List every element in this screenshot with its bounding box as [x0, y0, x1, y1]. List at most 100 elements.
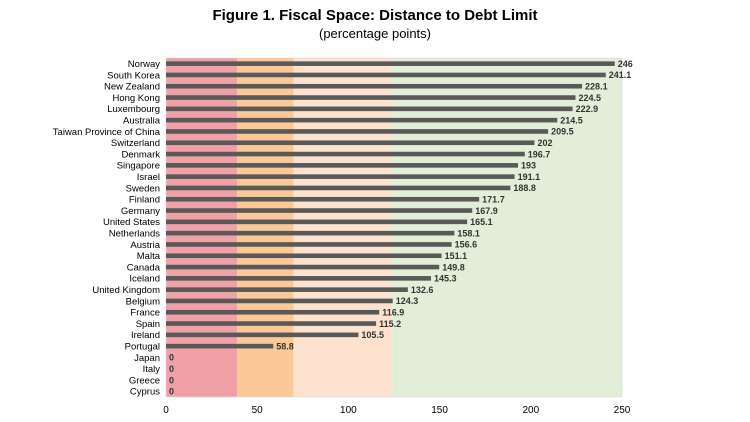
bar: [166, 129, 549, 134]
category-label: Belgium: [126, 296, 160, 307]
category-label: Luxembourg: [107, 104, 160, 115]
value-label: 151.1: [445, 251, 468, 261]
bar: [166, 151, 525, 157]
value-label: 191.1: [518, 172, 541, 182]
bar: [166, 72, 606, 78]
x-tick-label: 250: [614, 405, 631, 416]
value-label: 0: [169, 387, 174, 397]
plot-border: [165, 57, 623, 398]
background-band-1: [166, 58, 238, 397]
value-label: 58.8: [276, 341, 294, 351]
value-label: 0: [169, 353, 174, 363]
bar: [166, 242, 452, 247]
x-tick-label: 150: [431, 405, 448, 416]
value-label: 214.5: [560, 115, 583, 125]
bar: [166, 83, 583, 89]
category-label: Portugal: [125, 341, 160, 352]
value-label: 105.5: [361, 330, 384, 340]
background-band-3: [293, 58, 393, 397]
category-label: Italy: [143, 364, 161, 375]
category-label: Spain: [136, 319, 160, 330]
value-label: 193: [521, 161, 536, 171]
plot-frame: [165, 57, 623, 398]
value-label: 209.5: [551, 127, 574, 137]
bar: [166, 309, 380, 315]
category-label: France: [130, 308, 160, 319]
bar: [166, 321, 377, 326]
bar: [166, 343, 274, 349]
category-label: Cyprus: [130, 387, 160, 398]
bar: [166, 287, 408, 292]
category-label: New Zealand: [104, 82, 160, 93]
value-label: 158.1: [457, 228, 480, 238]
x-tick-label: 0: [163, 405, 169, 416]
category-label: Malta: [137, 251, 161, 262]
value-label: 145.3: [434, 274, 457, 284]
value-label: 224.5: [578, 93, 601, 103]
value-label: 196.7: [528, 149, 551, 159]
bar: [166, 332, 359, 338]
bar: [166, 106, 573, 112]
category-label: Iceland: [129, 274, 160, 285]
bar: [166, 196, 480, 202]
category-label: Denmark: [121, 149, 160, 160]
bar: [166, 117, 558, 123]
value-label: 241.1: [609, 70, 632, 80]
background-bands: [166, 58, 622, 397]
x-tick-label: 200: [522, 405, 539, 416]
category-label: United Kingdom: [92, 285, 160, 296]
value-label: 0: [169, 364, 174, 374]
value-label: 167.9: [475, 206, 498, 216]
category-label: Taiwan Province of China: [53, 127, 161, 138]
category-label: Netherlands: [109, 228, 160, 239]
bar: [166, 253, 442, 259]
category-label: Hong Kong: [112, 93, 160, 104]
x-tick-label: 100: [340, 405, 357, 416]
x-axis-ticks: 0 50 100 150 200 250: [163, 405, 631, 416]
value-label: 132.6: [411, 285, 434, 295]
value-label: 149.8: [442, 262, 465, 272]
value-label: 165.1: [470, 217, 493, 227]
chart-title: Figure 1. Fiscal Space: Distance to Debt…: [212, 7, 538, 24]
value-label: 246: [618, 59, 633, 69]
bar: [166, 219, 468, 225]
category-label: Australia: [123, 115, 161, 126]
bar: [166, 163, 519, 168]
value-label: 202: [537, 138, 552, 148]
category-label: Singapore: [117, 161, 160, 172]
category-label: Germany: [121, 206, 160, 217]
value-label: 115.2: [379, 319, 401, 329]
value-label: 171.7: [482, 194, 505, 204]
category-label: Finland: [129, 195, 160, 206]
category-label: Ireland: [131, 330, 160, 341]
category-label: United States: [103, 217, 160, 228]
category-label: Switzerland: [111, 138, 160, 149]
bar: [166, 185, 511, 191]
background-band-2: [237, 58, 294, 397]
category-label: Sweden: [126, 183, 160, 194]
bar: [166, 298, 393, 304]
bar: [166, 276, 432, 281]
value-label: 0: [169, 375, 174, 385]
value-label: 156.6: [455, 240, 478, 250]
category-label: Canada: [127, 262, 161, 273]
value-label: 124.3: [396, 296, 419, 306]
value-label: 116.9: [382, 307, 404, 317]
value-label: 188.8: [513, 183, 536, 193]
bar: [166, 208, 473, 213]
bar: [166, 95, 576, 100]
chart-subtitle: (percentage points): [318, 26, 431, 41]
x-tick-label: 50: [252, 405, 264, 416]
category-label: Israel: [137, 172, 160, 183]
value-label: 222.9: [576, 104, 599, 114]
bar: [166, 264, 440, 270]
bar: [166, 174, 515, 179]
category-label: Austria: [130, 240, 160, 251]
bars: [166, 61, 615, 349]
bar: [166, 140, 535, 146]
category-label: Norway: [128, 59, 160, 70]
bar: [166, 61, 615, 66]
